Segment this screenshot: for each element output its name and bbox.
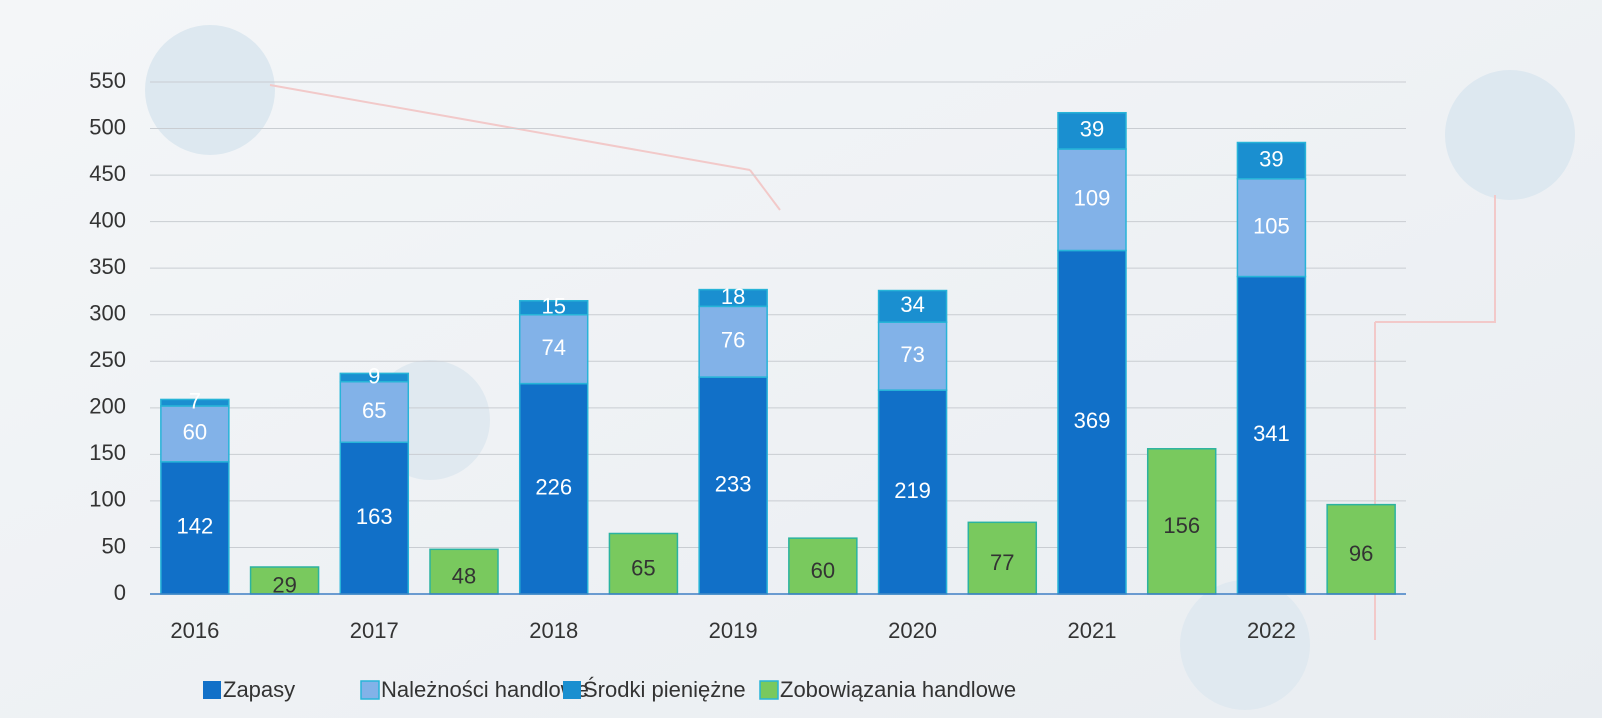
data-label: 39	[1080, 117, 1104, 142]
y-tick-label: 300	[89, 301, 126, 326]
x-tick-label: 2018	[529, 618, 578, 643]
x-tick-label: 2019	[709, 618, 758, 643]
bar	[1326, 503, 1396, 595]
bar	[160, 398, 230, 407]
data-label: 29	[272, 572, 296, 597]
data-label: 96	[1349, 541, 1373, 566]
legend-label: Zobowiązania handlowe	[780, 677, 1016, 702]
map-decoration	[1445, 70, 1575, 200]
y-tick-label: 500	[89, 114, 126, 139]
data-label: 226	[535, 475, 572, 500]
data-label: 39	[1259, 146, 1283, 171]
legend-label: Należności handlowe	[381, 677, 589, 702]
bar	[518, 313, 589, 385]
bar	[788, 537, 858, 595]
y-tick-label: 400	[89, 207, 126, 232]
x-tick-label: 2016	[170, 618, 219, 643]
bar	[339, 381, 410, 444]
bar	[339, 441, 410, 595]
legend-swatch	[759, 680, 779, 700]
data-label: 341	[1253, 421, 1290, 446]
data-label: 73	[900, 342, 924, 367]
y-tick-label: 0	[114, 580, 126, 605]
data-label: 7	[189, 389, 201, 414]
bar	[429, 548, 499, 595]
data-label: 34	[900, 292, 924, 317]
data-label: 65	[631, 556, 655, 581]
data-label: 65	[362, 398, 386, 423]
bar	[518, 300, 589, 316]
map-decoration	[269, 84, 1496, 640]
data-label: 219	[894, 478, 931, 503]
bar	[698, 288, 768, 308]
data-label: 109	[1074, 186, 1111, 211]
data-label: 105	[1253, 213, 1290, 238]
x-tick-label: 2021	[1068, 618, 1117, 643]
bar	[1236, 178, 1307, 278]
data-label: 60	[183, 420, 207, 445]
x-tick-label: 2020	[888, 618, 937, 643]
bar	[1236, 275, 1307, 595]
bar	[877, 321, 948, 391]
y-tick-label: 550	[89, 68, 126, 93]
x-tick-label: 2022	[1247, 618, 1296, 643]
bar	[608, 532, 679, 595]
bar	[518, 382, 589, 595]
y-tick-label: 50	[102, 533, 126, 558]
bar	[1057, 249, 1127, 595]
data-label: 76	[721, 328, 745, 353]
bar	[877, 289, 948, 323]
data-label: 15	[541, 294, 565, 319]
data-label: 18	[721, 284, 745, 309]
legend-label: Zapasy	[223, 677, 295, 702]
data-label: 9	[368, 363, 380, 388]
bar	[967, 521, 1038, 595]
bar	[1057, 148, 1127, 252]
data-label: 48	[452, 563, 476, 588]
y-tick-label: 450	[89, 161, 126, 186]
data-label: 77	[990, 550, 1014, 575]
data-label: 142	[176, 514, 213, 539]
y-tick-label: 200	[89, 394, 126, 419]
data-label: 163	[356, 504, 393, 529]
bar	[1057, 111, 1127, 150]
y-tick-label: 100	[89, 487, 126, 512]
bar	[877, 389, 948, 595]
y-tick-label: 250	[89, 347, 126, 372]
y-tick-label: 150	[89, 440, 126, 465]
legend-swatch	[360, 680, 380, 700]
legend-swatch	[203, 681, 221, 699]
data-label: 369	[1074, 408, 1111, 433]
data-label: 60	[811, 558, 835, 583]
y-tick-label: 350	[89, 254, 126, 279]
legend-swatch	[563, 681, 581, 699]
bar	[339, 372, 410, 383]
data-label: 74	[541, 335, 565, 360]
map-decoration	[145, 25, 275, 155]
bar	[249, 566, 320, 595]
bar	[1146, 448, 1217, 595]
legend-label: Środki pieniężne	[583, 677, 746, 702]
map-decoration	[1180, 580, 1310, 710]
data-label: 233	[715, 471, 752, 496]
bar	[1236, 141, 1307, 180]
x-tick-label: 2017	[350, 618, 399, 643]
data-label: 156	[1163, 513, 1200, 538]
